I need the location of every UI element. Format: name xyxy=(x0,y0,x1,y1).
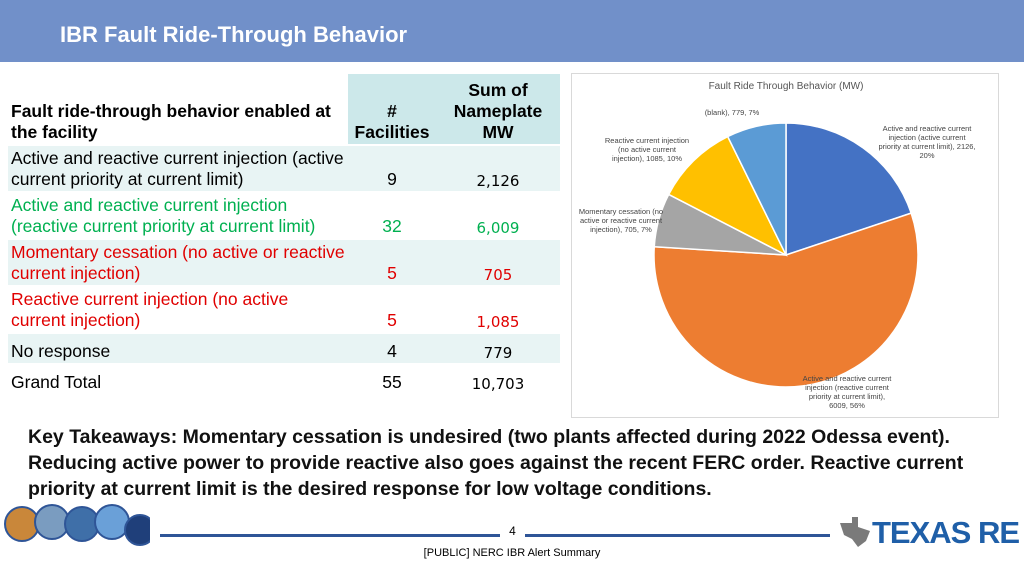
column-header: Sum of Nameplate MW xyxy=(436,74,560,146)
table-cell: 9 xyxy=(348,145,436,193)
table-cell: 4 xyxy=(348,333,436,365)
logo-map xyxy=(840,517,870,547)
pie-slice xyxy=(653,212,919,388)
footer-note: [PUBLIC] NERC IBR Alert Summary xyxy=(423,547,601,559)
table-cell: 2,126 xyxy=(436,145,560,193)
footer-line xyxy=(525,534,830,537)
table-row: Momentary cessation (no active or reacti… xyxy=(8,239,560,287)
photo-icons xyxy=(4,504,150,546)
table-cell: 32 xyxy=(348,192,436,240)
pie-chart: Fault Ride Through Behavior (MW) xyxy=(653,81,919,388)
column-header: # Facilities xyxy=(348,74,436,146)
table-cell: No response xyxy=(8,333,348,365)
key-takeaways: Key Takeaways: Momentary cessation is un… xyxy=(28,426,964,500)
table-cell: 1,085 xyxy=(436,286,560,334)
slice-label: Momentary cessation (no active or reacti… xyxy=(578,207,664,234)
column-header: Fault ride-through behavior enabled at t… xyxy=(8,74,348,146)
table-row: No response 4 779 xyxy=(8,333,560,365)
slice-label: (blank), 779, 7% xyxy=(704,108,760,117)
pie-slice xyxy=(726,122,787,256)
table-row: Active and reactive current injection (a… xyxy=(8,145,560,193)
footer-line xyxy=(160,534,500,537)
slide-title: IBR Fault Ride-Through Behavior xyxy=(60,22,408,47)
slice-label: Active and reactive current injection (a… xyxy=(878,124,976,160)
table-cell: 10,703 xyxy=(436,364,560,396)
table-row: Reactive current injection (no active cu… xyxy=(8,286,560,334)
pie-slice xyxy=(667,135,788,257)
summary-table: Fault ride-through behavior enabled at t… xyxy=(8,74,560,396)
table-cell: Reactive current injection (no active cu… xyxy=(8,286,348,334)
table-cell: 5 xyxy=(348,239,436,287)
logo: TEXAS RE xyxy=(872,515,1020,550)
table-cell: 55 xyxy=(348,364,436,396)
table-cell: 779 xyxy=(436,333,560,365)
chart-box: Fault Ride Through Behavior (MW) Active … xyxy=(571,73,999,418)
chart-title: Fault Ride Through Behavior (MW) xyxy=(709,81,864,92)
page-number: 4 xyxy=(509,524,516,538)
table-cell: Active and reactive current injection (a… xyxy=(8,145,348,193)
table-cell: Active and reactive current injection (r… xyxy=(8,192,348,240)
table-cell: 5 xyxy=(348,286,436,334)
header-band xyxy=(0,0,1024,62)
table-cell: 705 xyxy=(436,239,560,287)
header-row: Fault ride-through behavior enabled at t… xyxy=(8,74,560,146)
slice-label: Active and reactive current injection (r… xyxy=(802,374,892,410)
table-cell: Momentary cessation (no active or reacti… xyxy=(8,239,348,287)
table-row: Grand Total 55 10,703 xyxy=(8,364,560,396)
table-cell: 6,009 xyxy=(436,192,560,240)
table-row: Active and reactive current injection (r… xyxy=(8,192,560,240)
table-cell: Grand Total xyxy=(8,364,348,396)
slice-label: Reactive current injection (no active cu… xyxy=(604,136,690,163)
pie-slice xyxy=(785,122,913,257)
